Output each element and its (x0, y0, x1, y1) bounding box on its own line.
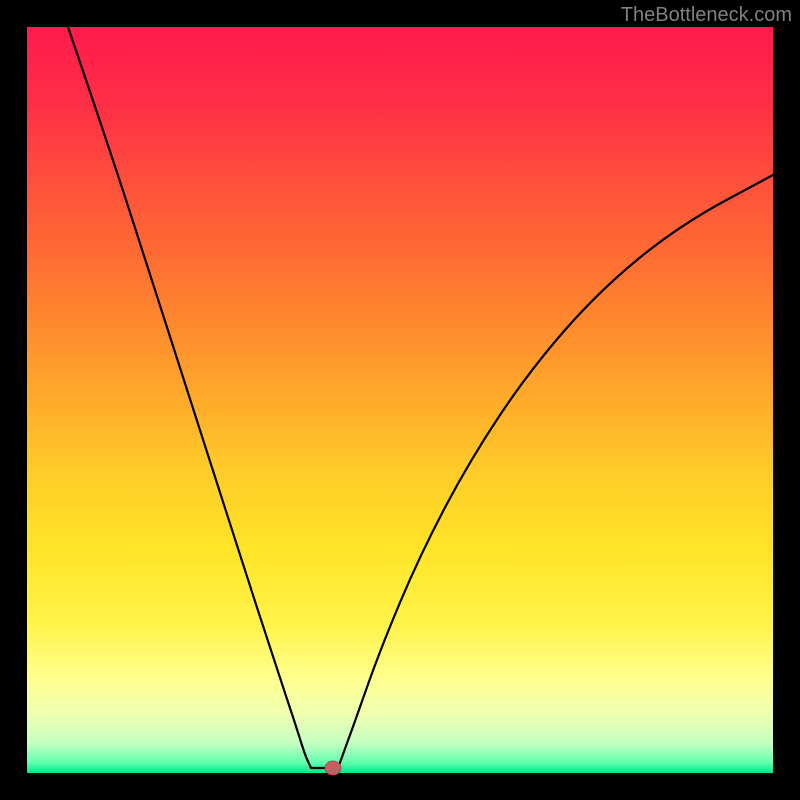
minimum-marker (325, 761, 341, 775)
curve-layer (0, 0, 800, 800)
watermark-text: TheBottleneck.com (621, 4, 792, 27)
bottleneck-curve (68, 27, 773, 768)
